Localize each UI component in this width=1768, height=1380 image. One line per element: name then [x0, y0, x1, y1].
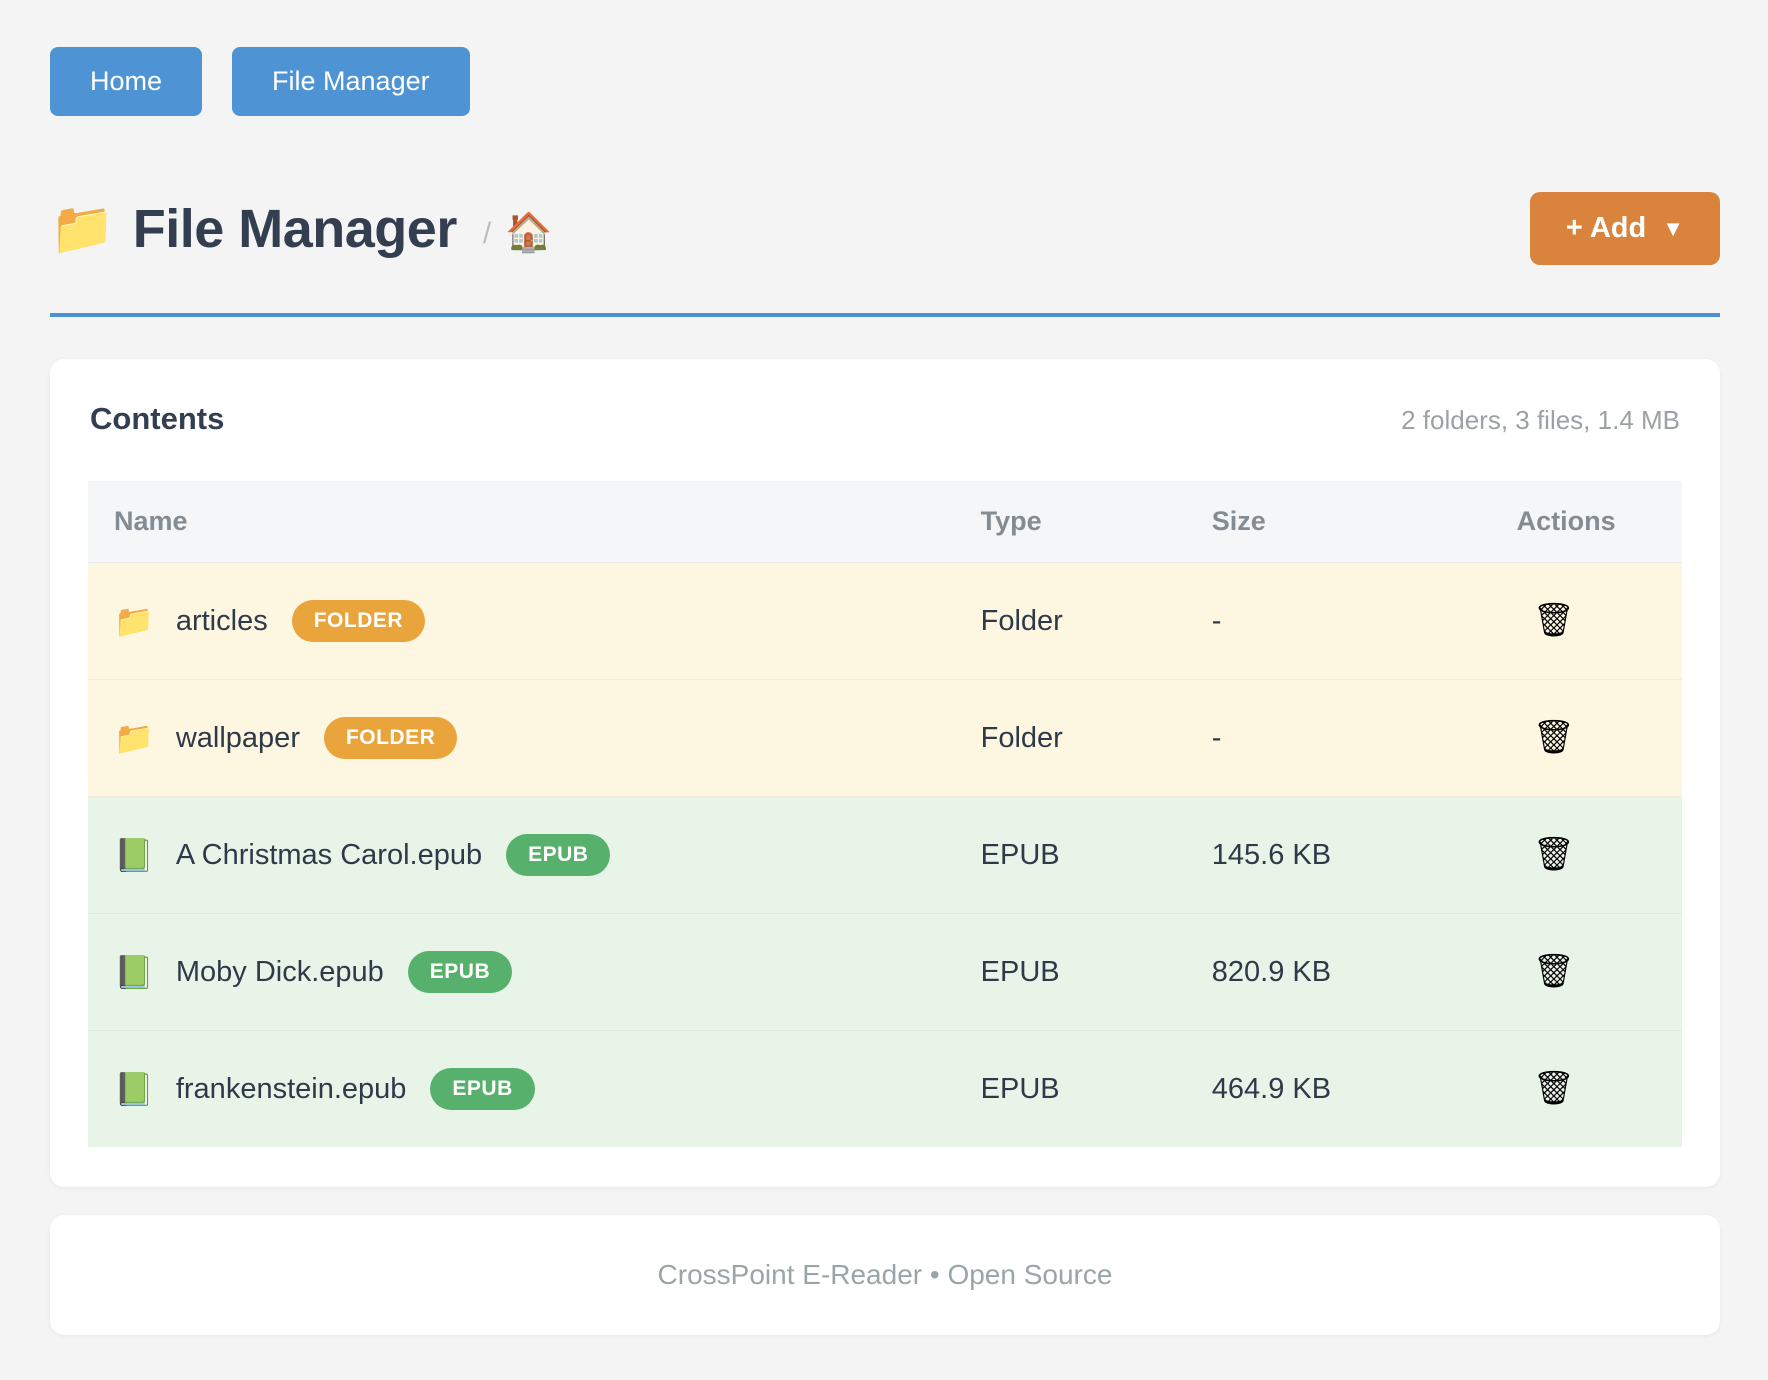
table-row: 📁 articles FOLDER Folder - 🗑: [88, 562, 1682, 680]
type-cell: Folder: [980, 562, 1212, 680]
footer: CrossPoint E-Reader • Open Source: [50, 1215, 1720, 1335]
column-header-size: Size: [1211, 481, 1515, 563]
size-cell: 820.9 KB: [1211, 913, 1515, 1031]
size-cell: -: [1211, 679, 1515, 797]
delete-button[interactable]: 🗑: [1515, 720, 1575, 753]
type-badge: FOLDER: [291, 600, 426, 642]
column-header-actions: Actions: [1514, 481, 1682, 563]
footer-text: CrossPoint E-Reader • Open Source: [657, 1259, 1113, 1290]
type-cell: EPUB: [980, 796, 1212, 914]
header-divider: [50, 313, 1720, 317]
file-table-header: Name Type Size Actions: [88, 481, 1682, 563]
trash-icon: 🗑: [1532, 601, 1575, 638]
add-button[interactable]: + Add ▼: [1529, 192, 1720, 265]
contents-card-header: Contents 2 folders, 3 files, 1.4 MB: [88, 401, 1682, 437]
book-icon: 📗: [114, 954, 154, 990]
size-cell: -: [1211, 562, 1515, 680]
file-name-group: 📁 articles FOLDER: [114, 600, 981, 642]
table-row: 📗 frankenstein.epub EPUB EPUB 464.9 KB 🗑: [88, 1030, 1682, 1147]
file-table: Name Type Size Actions 📁 articles FOLDER…: [88, 481, 1682, 1147]
file-name-group: 📁 wallpaper FOLDER: [114, 717, 981, 759]
trash-icon: 🗑: [1532, 952, 1575, 989]
column-header-name: Name: [88, 481, 981, 563]
delete-button[interactable]: 🗑: [1515, 954, 1575, 987]
book-icon: 📗: [114, 837, 154, 873]
folder-icon: 📁: [50, 200, 115, 258]
contents-title: Contents: [90, 401, 225, 436]
delete-button[interactable]: 🗑: [1515, 603, 1575, 636]
file-name-link[interactable]: A Christmas Carol.epub: [175, 838, 483, 871]
type-cell: EPUB: [980, 1030, 1212, 1147]
file-manager-nav-button[interactable]: File Manager: [232, 47, 470, 116]
size-cell: 464.9 KB: [1211, 1030, 1515, 1147]
add-button-label: + Add: [1565, 212, 1647, 244]
page-header: 📁 File Manager / 🏠 + Add ▼: [50, 192, 1720, 265]
book-icon: 📗: [114, 1071, 154, 1107]
breadcrumb-separator: /: [482, 216, 492, 250]
page-title: File Manager: [132, 198, 458, 259]
type-badge: EPUB: [506, 834, 611, 876]
top-nav: Home File Manager: [50, 47, 1720, 116]
trash-icon: 🗑: [1532, 718, 1575, 755]
caret-down-icon: ▼: [1662, 215, 1684, 241]
file-name-link[interactable]: frankenstein.epub: [175, 1072, 407, 1105]
table-row: 📗 Moby Dick.epub EPUB EPUB 820.9 KB 🗑: [88, 913, 1682, 1031]
table-row: 📁 wallpaper FOLDER Folder - 🗑: [88, 679, 1682, 797]
trash-icon: 🗑: [1532, 835, 1575, 872]
home-nav-button[interactable]: Home: [50, 47, 203, 116]
home-icon[interactable]: 🏠: [505, 211, 553, 254]
column-header-type: Type: [980, 481, 1212, 563]
trash-icon: 🗑: [1532, 1069, 1575, 1106]
type-cell: Folder: [980, 679, 1212, 797]
folder-icon: 📁: [114, 720, 154, 756]
type-badge: EPUB: [407, 951, 513, 993]
type-cell: EPUB: [980, 913, 1212, 1031]
file-name-group: 📗 frankenstein.epub EPUB: [114, 1068, 981, 1110]
file-name-link[interactable]: wallpaper: [175, 721, 300, 754]
delete-button[interactable]: 🗑: [1515, 837, 1575, 870]
contents-card: Contents 2 folders, 3 files, 1.4 MB Name…: [50, 359, 1720, 1187]
folder-icon: 📁: [114, 603, 154, 639]
type-badge: EPUB: [430, 1068, 535, 1110]
contents-summary: 2 folders, 3 files, 1.4 MB: [1401, 405, 1680, 435]
file-name-link[interactable]: Moby Dick.epub: [175, 955, 384, 988]
file-name-group: 📗 Moby Dick.epub EPUB: [114, 951, 981, 993]
size-cell: 145.6 KB: [1211, 796, 1515, 914]
table-row: 📗 A Christmas Carol.epub EPUB EPUB 145.6…: [88, 796, 1682, 914]
type-badge: FOLDER: [323, 717, 458, 759]
file-table-body: 📁 articles FOLDER Folder - 🗑 📁 wallpaper…: [88, 562, 1682, 1147]
delete-button[interactable]: 🗑: [1515, 1071, 1575, 1104]
file-name-group: 📗 A Christmas Carol.epub EPUB: [114, 834, 981, 876]
file-name-link[interactable]: articles: [175, 604, 268, 637]
